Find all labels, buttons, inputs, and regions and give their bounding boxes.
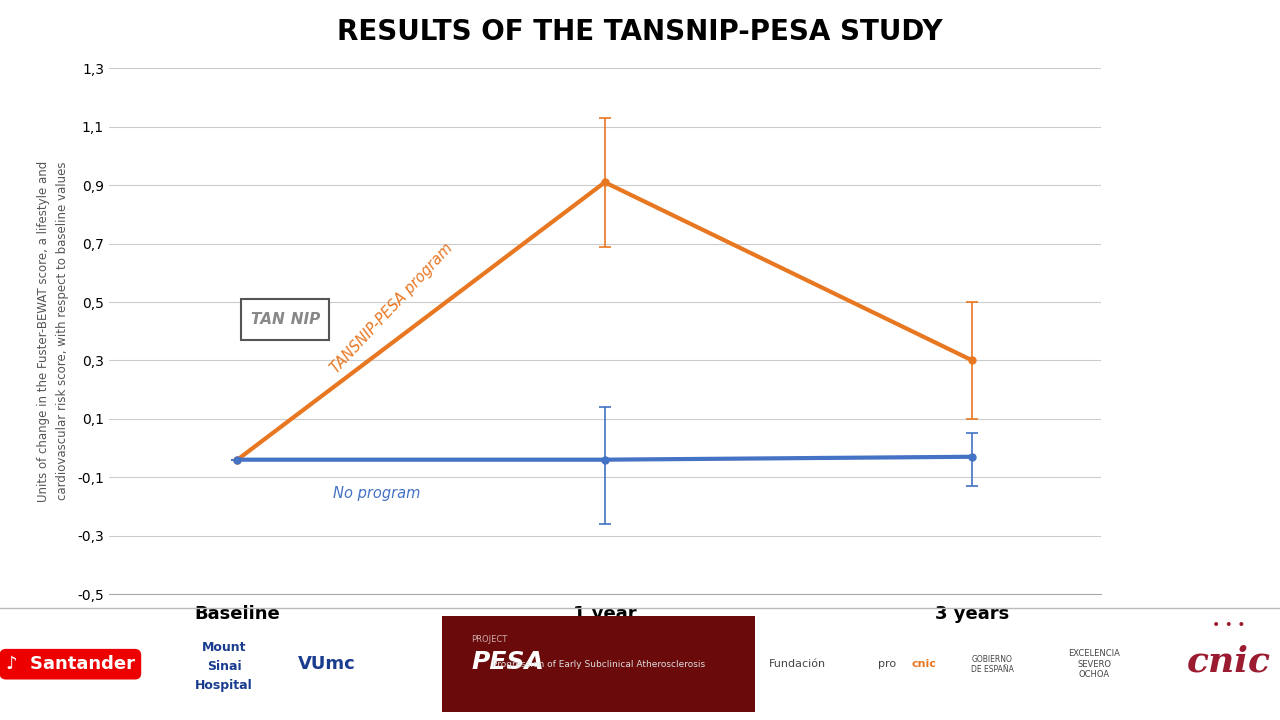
Text: Sinai: Sinai [206,660,242,673]
Text: PESA: PESA [471,650,544,674]
Y-axis label: Units of change in the Fuster-BEWAT score, a lifestyle and
cardiovascular risk s: Units of change in the Fuster-BEWAT scor… [37,161,69,502]
FancyBboxPatch shape [442,616,755,712]
Text: GOBIERNO
DE ESPAÑA: GOBIERNO DE ESPAÑA [970,654,1014,674]
Text: TANSNIP-PESA program: TANSNIP-PESA program [328,240,456,376]
Text: RESULTS OF THE TANSNIP-PESA STUDY: RESULTS OF THE TANSNIP-PESA STUDY [337,18,943,46]
Text: Fundación: Fundación [768,660,826,669]
Text: ♪  Santander: ♪ Santander [6,655,134,673]
Text: Mount: Mount [202,641,246,654]
Text: TAN  NIP: TAN NIP [251,312,320,327]
Text: cnic: cnic [911,660,936,669]
Text: • • •: • • • [1212,618,1245,632]
Text: PROJECT: PROJECT [471,635,507,644]
Text: Hospital: Hospital [195,679,253,692]
Text: EXCELENCIA
SEVERO
OCHOA: EXCELENCIA SEVERO OCHOA [1069,649,1120,679]
FancyBboxPatch shape [241,299,329,340]
Text: cnic: cnic [1187,645,1271,679]
Text: pro: pro [878,660,896,669]
Text: Progression of Early Subclinical Atherosclerosis: Progression of Early Subclinical Atheros… [493,660,705,669]
Text: VUmc: VUmc [297,655,356,673]
Text: No program: No program [333,486,421,501]
